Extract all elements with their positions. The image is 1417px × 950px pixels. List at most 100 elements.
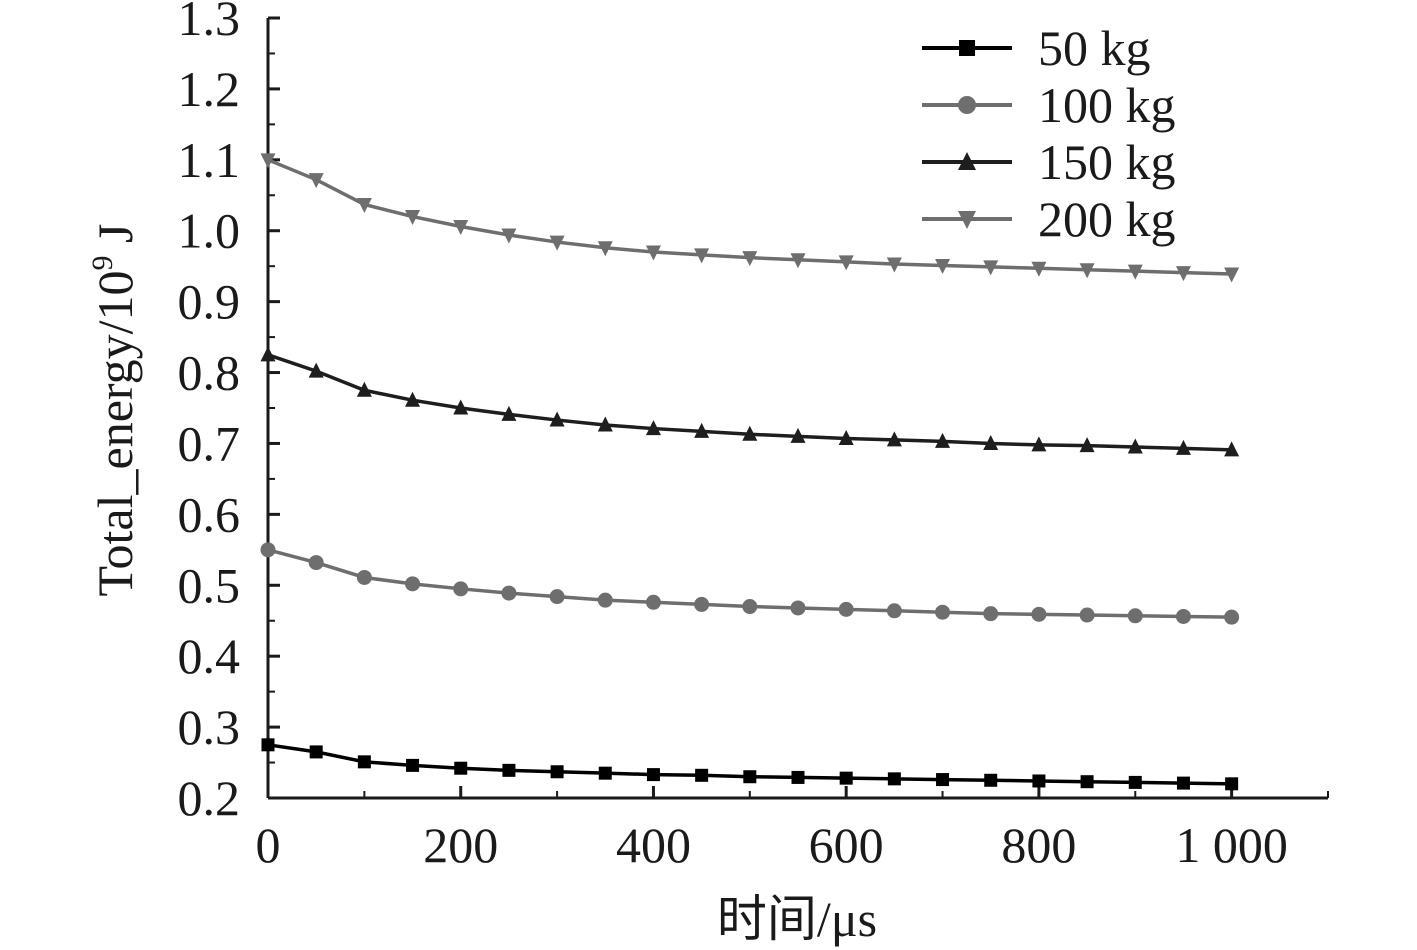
point-marker bbox=[549, 235, 565, 251]
point-marker bbox=[453, 581, 469, 597]
point-marker bbox=[549, 411, 565, 427]
point-marker bbox=[886, 603, 902, 619]
legend-label: 50 kg bbox=[1038, 20, 1151, 76]
legend-item: 150 kg bbox=[922, 134, 1176, 190]
point-marker bbox=[598, 766, 612, 780]
point-marker bbox=[1175, 266, 1191, 282]
point-marker bbox=[984, 773, 998, 787]
point-marker bbox=[308, 362, 324, 378]
point-marker bbox=[405, 210, 421, 226]
x-axis-title: 时间/μs bbox=[717, 891, 877, 947]
point-marker bbox=[935, 258, 951, 274]
y-tick-label: 0.3 bbox=[178, 699, 241, 755]
point-marker bbox=[1176, 776, 1190, 790]
point-marker bbox=[886, 431, 902, 447]
legend-label: 100 kg bbox=[1038, 77, 1176, 133]
series-200-kg bbox=[260, 153, 1240, 283]
point-marker bbox=[1224, 609, 1240, 625]
x-tick-label: 600 bbox=[809, 817, 884, 873]
x-tick-label: 800 bbox=[1001, 817, 1076, 873]
point-marker bbox=[743, 770, 757, 784]
point-marker bbox=[308, 173, 324, 189]
point-marker bbox=[790, 600, 806, 616]
axes: 0.2 0.3 0.4 0.5 0.6 0.7 0.8 0.9 1.0 1.1 1.2 1.3 0 200… bbox=[178, 0, 1329, 873]
series-100-kg bbox=[260, 542, 1240, 625]
point-marker bbox=[838, 429, 854, 445]
x-tick-label: 0 bbox=[256, 817, 281, 873]
y-tick-label: 0.5 bbox=[178, 557, 241, 613]
point-marker bbox=[501, 228, 517, 244]
point-marker bbox=[1079, 437, 1095, 453]
point-marker bbox=[1127, 608, 1143, 624]
point-marker bbox=[959, 40, 975, 56]
point-marker bbox=[357, 755, 371, 769]
point-marker bbox=[454, 761, 468, 775]
y-tick-label: 1.3 bbox=[178, 0, 241, 46]
point-marker bbox=[742, 251, 758, 267]
point-marker bbox=[790, 427, 806, 443]
point-marker bbox=[983, 434, 999, 450]
y-axis-title-unit: J bbox=[87, 223, 143, 255]
point-marker bbox=[695, 768, 709, 782]
point-marker bbox=[838, 255, 854, 271]
series-150-kg bbox=[260, 346, 1240, 457]
point-marker bbox=[646, 768, 660, 782]
y-tick-label: 0.9 bbox=[178, 274, 241, 330]
point-marker bbox=[694, 248, 710, 264]
point-marker bbox=[405, 576, 421, 592]
point-marker bbox=[645, 420, 661, 436]
point-marker bbox=[935, 432, 951, 448]
point-marker bbox=[645, 245, 661, 261]
point-marker bbox=[260, 153, 276, 169]
y-tick-label: 1.1 bbox=[178, 132, 241, 188]
point-marker bbox=[742, 425, 758, 441]
point-marker bbox=[550, 765, 564, 779]
point-marker bbox=[502, 763, 516, 777]
y-axis-title-exponent: 9 bbox=[86, 255, 119, 270]
y-tick-label: 0.8 bbox=[178, 345, 241, 401]
point-marker bbox=[742, 599, 758, 615]
point-marker bbox=[958, 96, 976, 114]
point-marker bbox=[453, 399, 469, 415]
y-tick-label: 0.4 bbox=[178, 628, 241, 684]
point-marker bbox=[645, 594, 661, 610]
point-marker bbox=[1031, 436, 1047, 452]
point-marker bbox=[839, 771, 853, 785]
y-tick-label: 0.6 bbox=[178, 486, 241, 542]
point-marker bbox=[790, 253, 806, 269]
point-marker bbox=[887, 772, 901, 786]
legend-label: 150 kg bbox=[1038, 134, 1176, 190]
point-marker bbox=[1127, 438, 1143, 454]
x-tick-label: 400 bbox=[616, 817, 691, 873]
point-marker bbox=[936, 773, 950, 787]
y-tick-label: 1.0 bbox=[178, 203, 241, 259]
point-marker bbox=[1175, 439, 1191, 455]
point-marker bbox=[1127, 264, 1143, 280]
point-marker bbox=[501, 585, 517, 601]
point-marker bbox=[1031, 606, 1047, 622]
point-marker bbox=[1225, 777, 1239, 791]
point-marker bbox=[1175, 608, 1191, 624]
y-axis-title-prefix: Total_energy/10 bbox=[87, 270, 143, 596]
point-marker bbox=[260, 542, 276, 558]
legend-item: 50 kg bbox=[922, 20, 1151, 76]
point-marker bbox=[694, 422, 710, 438]
y-axis-title: Total_energy/109 J bbox=[86, 223, 143, 596]
y-tick-label: 1.2 bbox=[178, 61, 241, 117]
point-marker bbox=[838, 601, 854, 617]
point-marker bbox=[260, 346, 276, 362]
point-marker bbox=[886, 257, 902, 273]
point-marker bbox=[694, 596, 710, 612]
point-marker bbox=[1079, 607, 1095, 623]
point-marker bbox=[406, 758, 420, 772]
point-marker bbox=[308, 555, 324, 571]
x-tick-label: 200 bbox=[423, 817, 498, 873]
legend-item: 100 kg bbox=[922, 77, 1176, 133]
point-marker bbox=[597, 592, 613, 608]
y-tick-label: 0.7 bbox=[178, 415, 241, 471]
point-marker bbox=[405, 391, 421, 407]
point-marker bbox=[791, 770, 805, 784]
point-marker bbox=[356, 197, 372, 213]
